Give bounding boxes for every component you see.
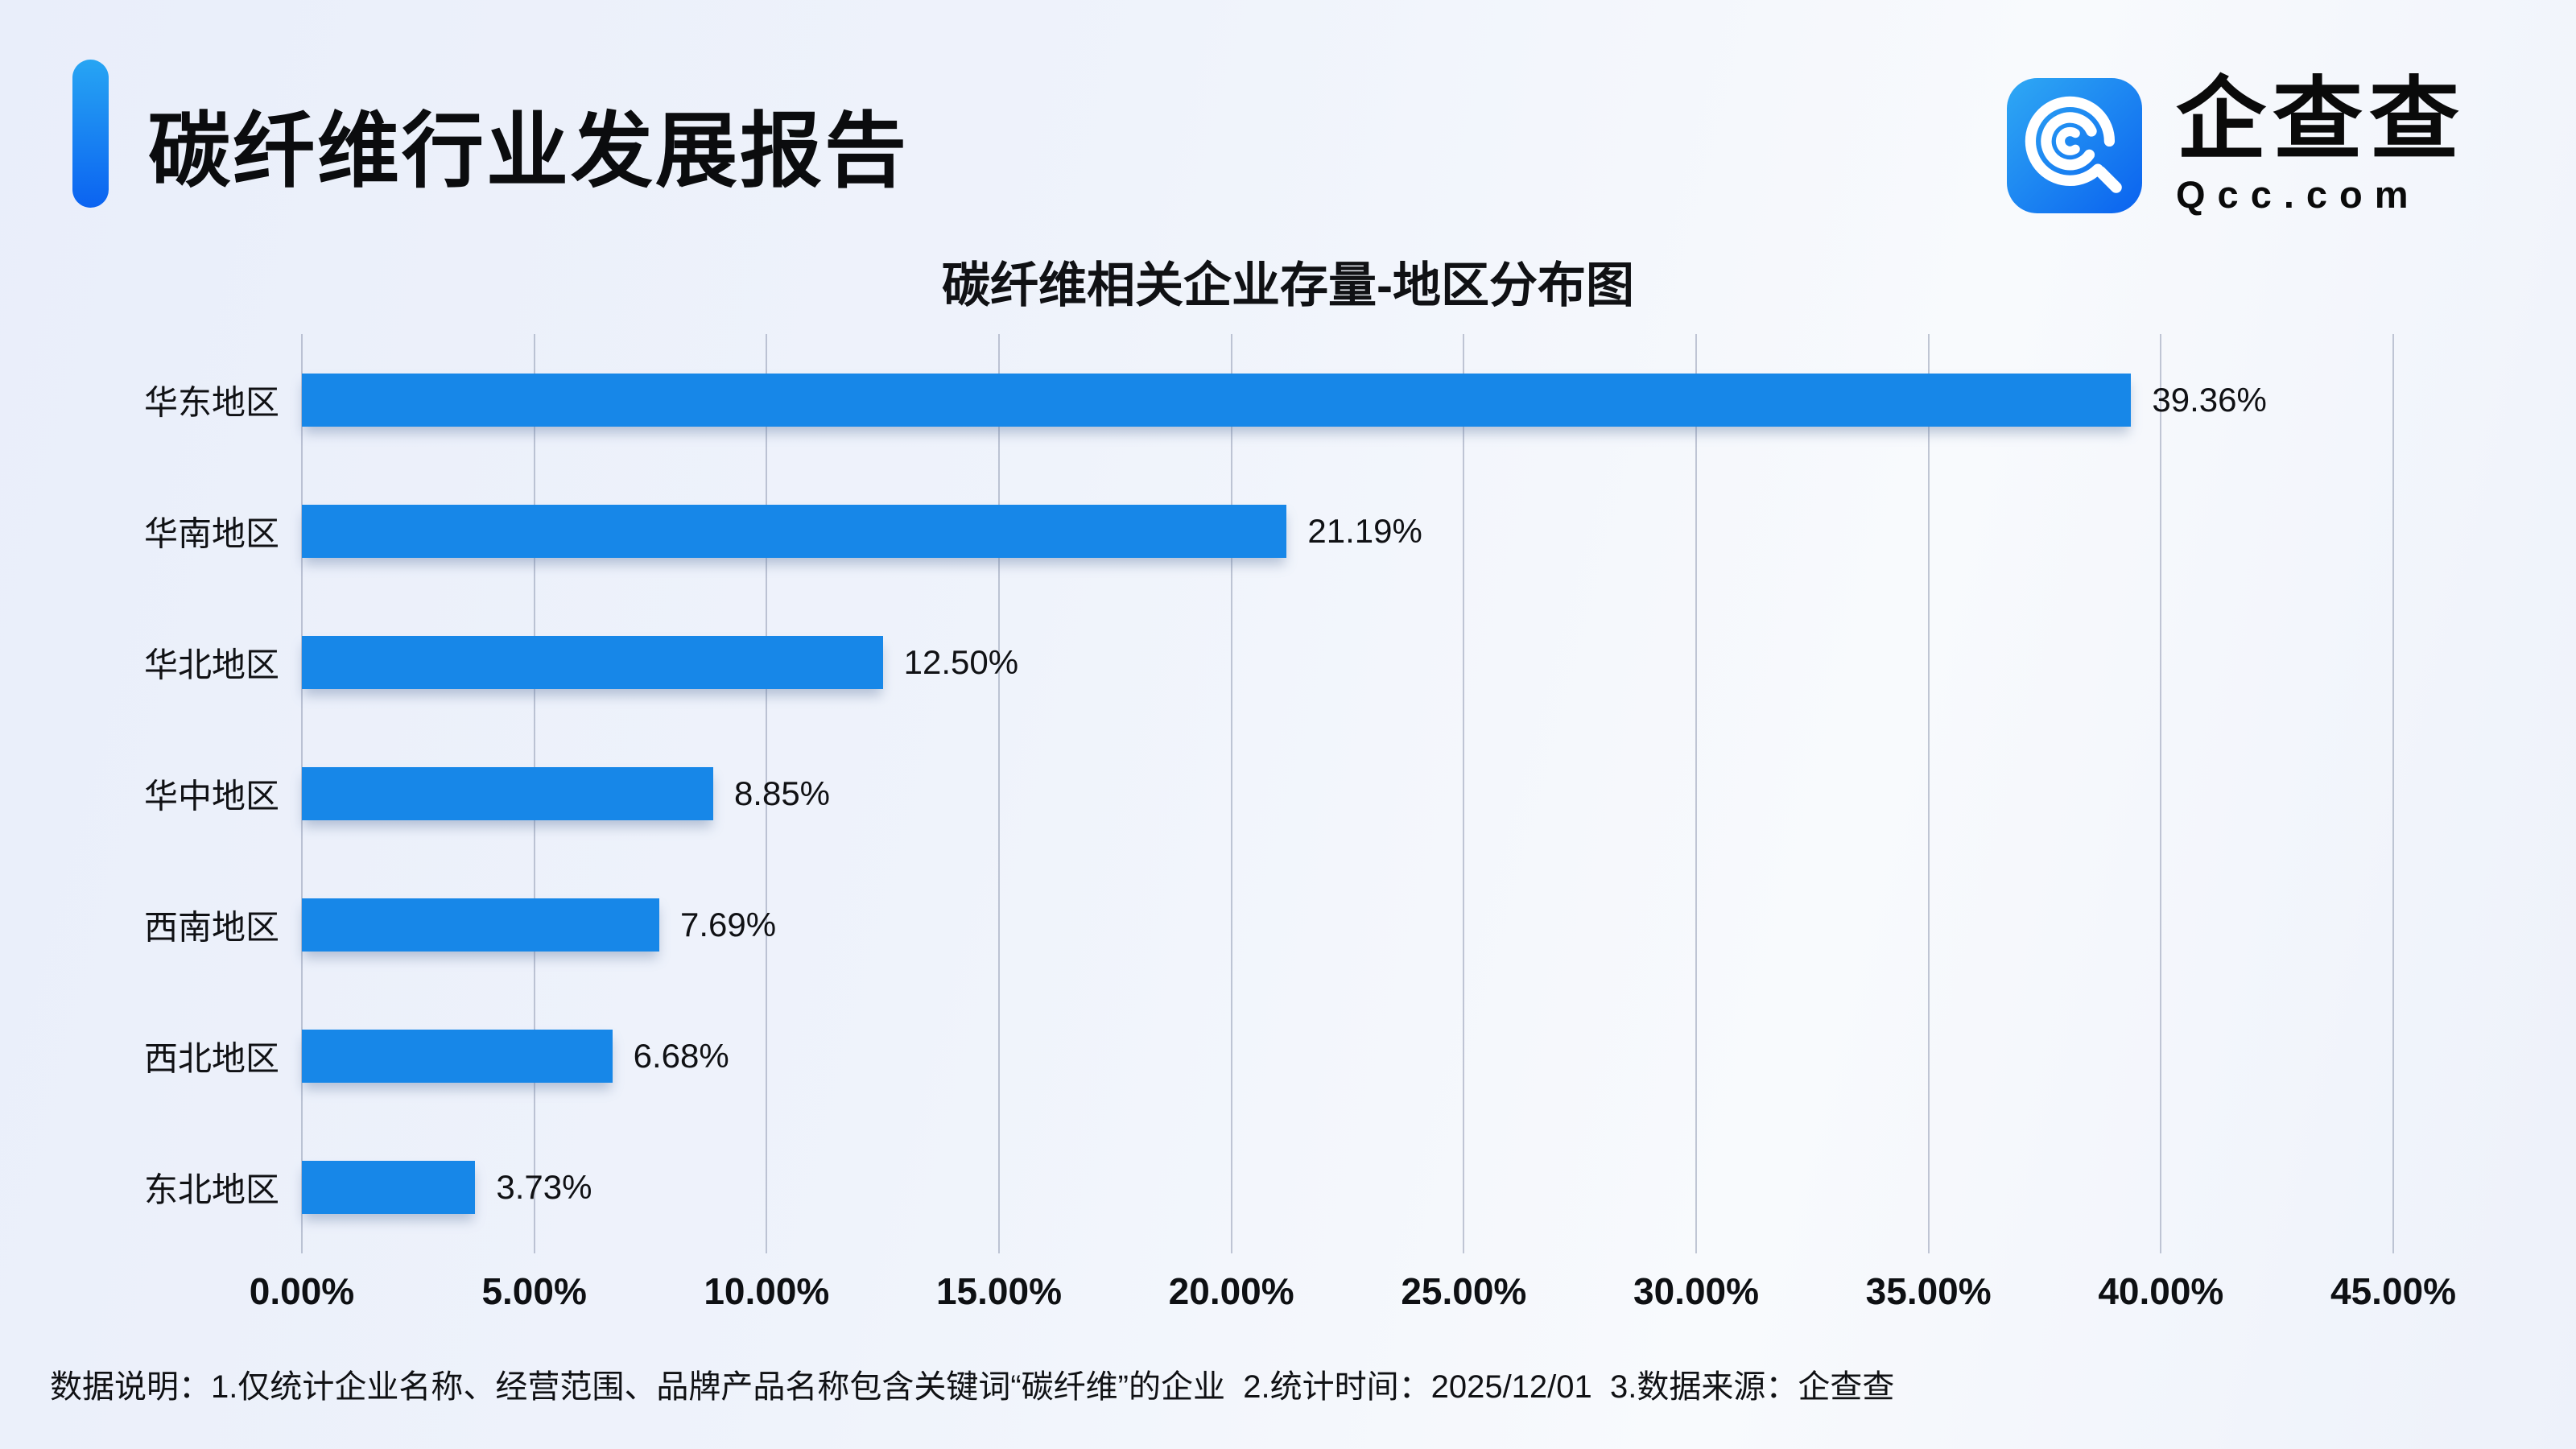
bar-chart-plot: 华东地区 39.36% 华南地区 21.19% 华北地区 12.50% 华中地区… [144, 334, 2456, 1312]
bar-row: 西南地区 7.69% [144, 860, 2393, 991]
x-axis-tick-label: 35.00% [1865, 1270, 1992, 1312]
category-label: 东北地区 [143, 1170, 279, 1209]
category-label: 华南地区 [143, 514, 279, 553]
gridline [1927, 334, 1930, 1253]
qcc-logo-domain: Qcc.com [2176, 173, 2421, 217]
category-label: 华东地区 [143, 383, 279, 422]
title-accent-bar [72, 60, 109, 208]
bar [302, 766, 713, 820]
x-axis-tick-label: 0.00% [249, 1270, 355, 1312]
x-axis-tick-label: 10.00% [704, 1270, 830, 1312]
x-axis-tick-label: 15.00% [935, 1270, 1062, 1312]
category-label: 华中地区 [143, 777, 279, 815]
qcc-logo-name: 企查查 [2176, 69, 2466, 170]
bar-rows: 华东地区 39.36% 华南地区 21.19% 华北地区 12.50% 华中地区… [144, 334, 2393, 1253]
chart-title: 碳纤维相关企业存量-地区分布图 [942, 258, 1634, 312]
gridline [997, 334, 1000, 1253]
x-axis-tick-label: 45.00% [2330, 1270, 2457, 1312]
bar [302, 898, 659, 952]
bar-row: 华东地区 39.36% [144, 334, 2393, 465]
qcc-logo-text: 企查查 Qcc.com [2176, 69, 2466, 217]
value-label: 6.68% [633, 1037, 729, 1075]
qcc-logo: 企查查 Qcc.com [2007, 69, 2466, 217]
bar [302, 504, 1287, 558]
qcc-logo-icon [2007, 77, 2142, 213]
x-axis-tick-label: 5.00% [481, 1270, 587, 1312]
value-label: 7.69% [679, 906, 777, 944]
bar [302, 1030, 613, 1084]
bar-row: 东北地区 3.73% [144, 1122, 2393, 1253]
bar-row: 西北地区 6.68% [144, 991, 2393, 1122]
bar [302, 373, 2132, 427]
gridline [1695, 334, 1697, 1253]
category-label: 西北地区 [143, 1039, 279, 1078]
category-label: 华北地区 [143, 646, 279, 684]
value-label: 3.73% [496, 1168, 592, 1207]
gridline [1230, 334, 1232, 1253]
bar-row: 华南地区 21.19% [144, 465, 2393, 597]
page-title: 碳纤维行业发展报告 [148, 105, 909, 197]
gridline [2392, 334, 2394, 1253]
bar-row: 华北地区 12.50% [144, 597, 2393, 728]
gridline [1463, 334, 1465, 1253]
category-label: 西南地区 [143, 908, 279, 947]
bar [302, 1161, 476, 1215]
bar [302, 635, 883, 689]
x-axis-tick-label: 20.00% [1168, 1270, 1294, 1312]
bar-row: 华中地区 8.85% [144, 728, 2393, 859]
data-notes: 数据说明：1.仅统计企业名称、经营范围、品牌产品名称包含关键词“碳纤维”的企业 … [50, 1369, 1895, 1405]
value-label: 21.19% [1307, 511, 1422, 550]
x-axis-tick-label: 40.00% [2098, 1270, 2224, 1312]
x-axis-tick-label: 30.00% [1633, 1270, 1760, 1312]
value-label: 39.36% [2152, 380, 2267, 419]
x-axis-tick-label: 25.00% [1401, 1270, 1527, 1312]
value-label: 12.50% [903, 642, 1019, 681]
gridline [2160, 334, 2162, 1253]
value-label: 8.85% [733, 774, 831, 812]
gridline [766, 334, 768, 1253]
x-axis: 0.00% 5.00% 10.00% 15.00% 20.00% 25.00% … [250, 1269, 2456, 1318]
